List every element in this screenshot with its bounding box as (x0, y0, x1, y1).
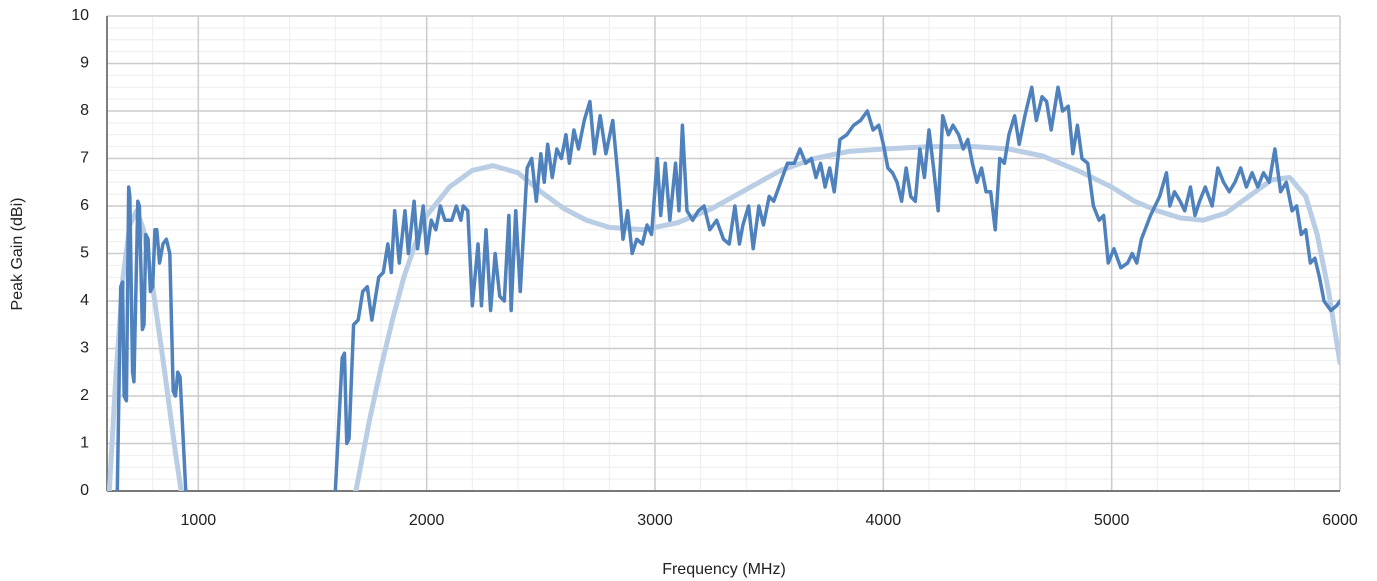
x-tick-label: 4000 (866, 512, 902, 529)
grid (106, 15, 1341, 492)
plot-area (107, 85, 1340, 491)
y-tick-label: 4 (80, 292, 89, 309)
y-tick-label: 6 (80, 197, 89, 214)
y-tick-label: 1 (80, 435, 89, 452)
y-tick-label: 9 (80, 55, 89, 72)
y-tick-label: 8 (80, 102, 89, 119)
x-tick-label: 2000 (409, 512, 445, 529)
x-tick-label: 6000 (1322, 512, 1358, 529)
y-tick-label: 2 (80, 387, 89, 404)
y-tick-label: 10 (71, 7, 89, 24)
series-line (107, 144, 1340, 491)
x-tick-label: 3000 (637, 512, 673, 529)
y-tick-label: 7 (80, 150, 89, 167)
y-axis-label: Peak Gain (dBi) (9, 198, 26, 311)
x-tick-label: 5000 (1094, 512, 1130, 529)
y-tick-label: 5 (80, 245, 89, 262)
y-tick-label: 0 (80, 482, 89, 499)
x-axis-label: Frequency (MHz) (662, 561, 786, 578)
y-tick-label: 3 (80, 340, 89, 357)
series-line (115, 85, 1340, 491)
x-tick-label: 1000 (181, 512, 217, 529)
